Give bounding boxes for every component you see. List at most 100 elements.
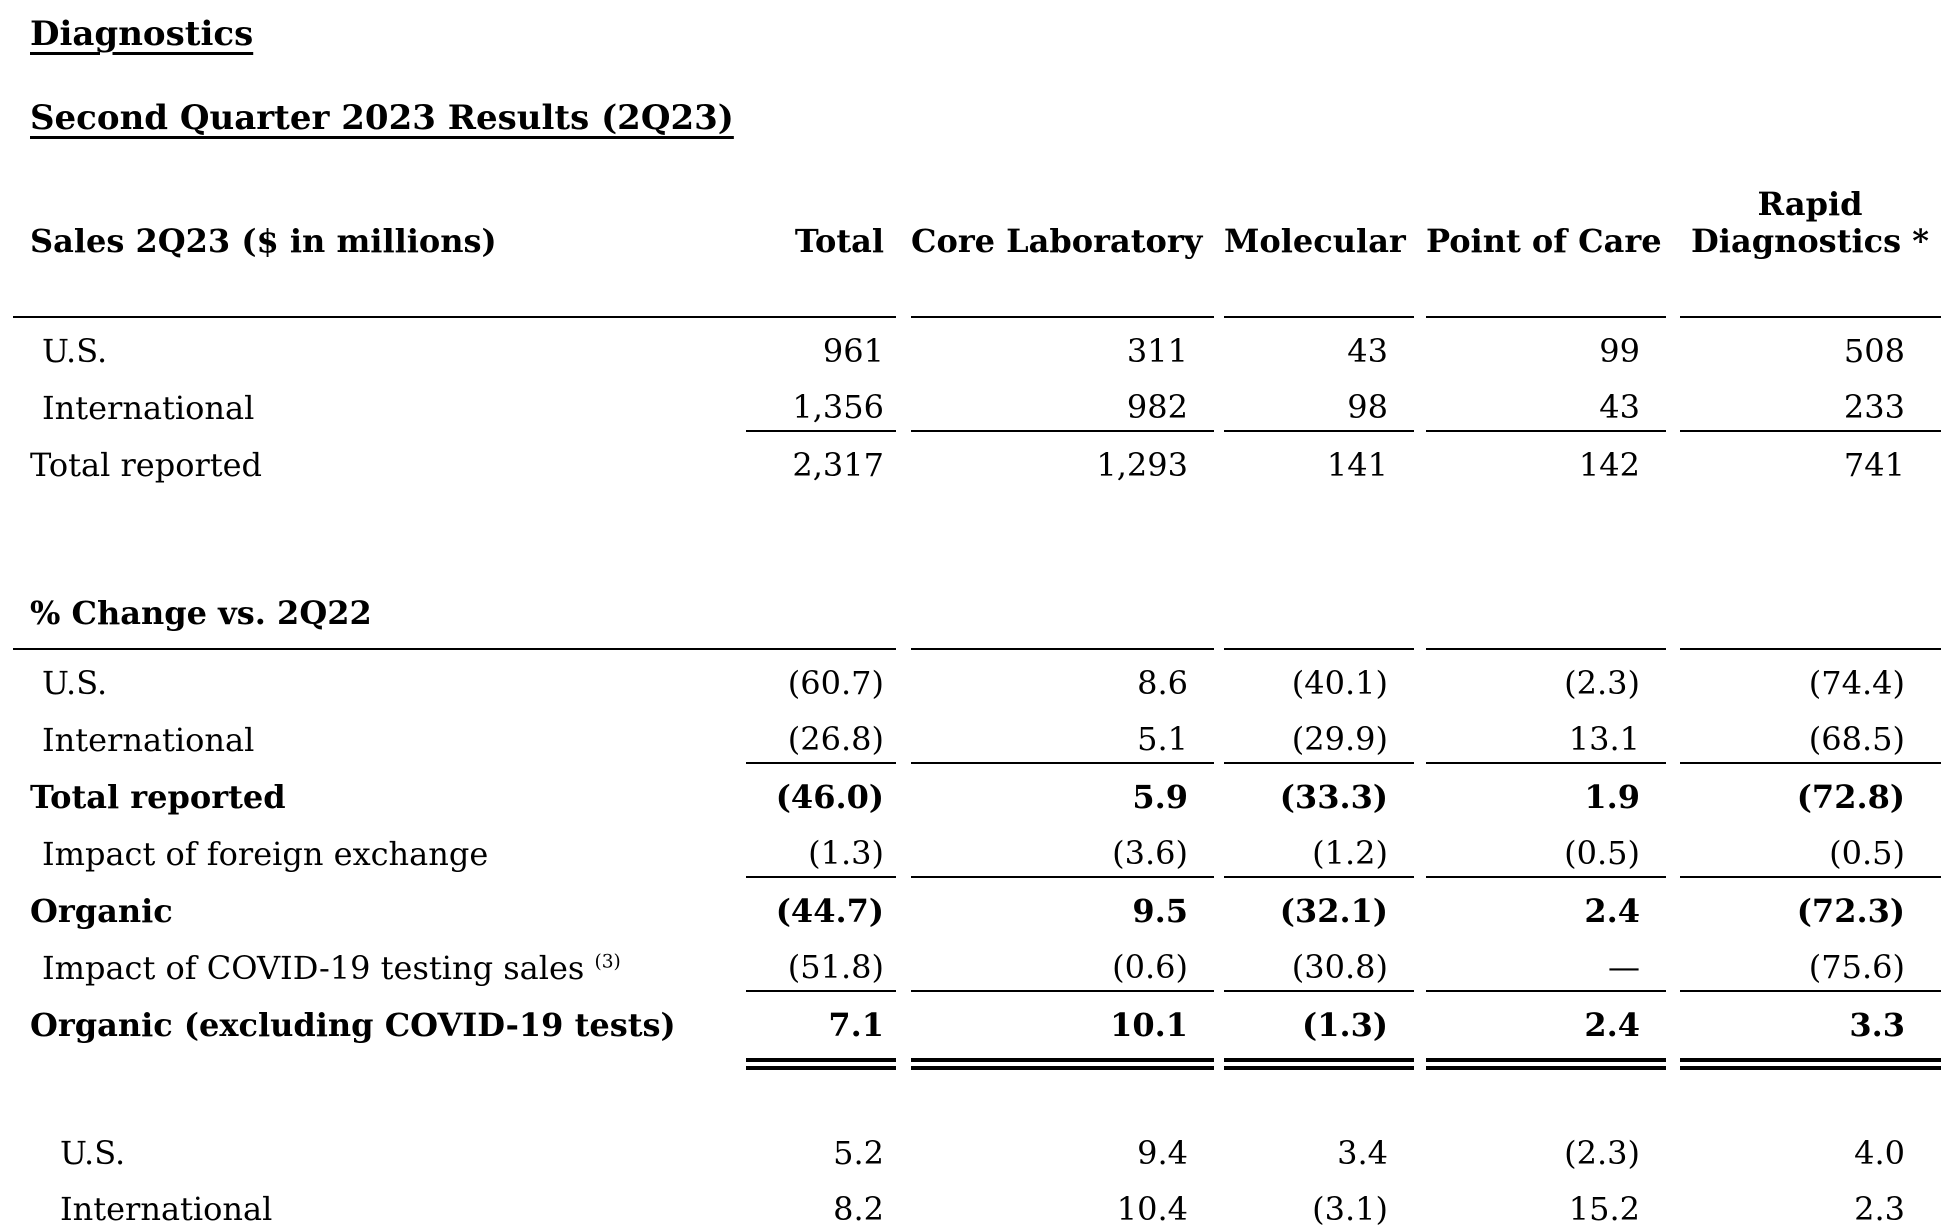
column-header-core-laboratory: Core Laboratory [911,186,1214,318]
column-spacer [1214,186,1224,317]
column-spacer [1214,1048,1224,1064]
row-label: Organic (excluding COVID-19 tests) [30,1005,676,1044]
cell-core-laboratory: 311 [1126,331,1188,370]
double-rule-rapid-diagnostics [1680,1047,1941,1070]
column-spacer [896,1048,911,1064]
row-label: U.S. [42,331,108,370]
section-gap [13,488,1941,588]
cell-total: 8.2 [833,1189,884,1228]
gap-cell [13,1048,746,1064]
cell-molecular: (33.3) [1224,761,1414,820]
row-label: Organic [30,891,173,930]
row-label: Impact of foreign exchange [42,834,489,873]
column-spacer [1214,820,1224,877]
column-spacer [1666,374,1680,431]
cell-total: 5.2 [833,1133,884,1172]
cell-rapid-diagnostics: 233 [1843,387,1905,426]
column-header-total: Total [746,186,896,318]
cell-core-laboratory: 5.9 [911,761,1214,820]
section-heading-change-vs-2q22: % Change vs. 2Q22 [13,587,746,650]
column-spacer [1414,431,1426,488]
column-spacer [1414,934,1426,991]
footnote-marker: (3) [594,951,621,973]
column-spacer [1414,186,1426,317]
change-section-heading-row: % Change vs. 2Q22 [13,587,1941,650]
table-row-geo-us: U.S. 5.2 9.4 3.4 (2.3) 4.0 [13,1120,1941,1176]
table-row-change-covid-impact: Impact of COVID-19 testing sales (3) (51… [13,934,1941,991]
column-spacer [1214,431,1224,488]
row-label: International [60,1189,273,1228]
column-spacer [1414,820,1426,877]
table-row-change-international: International (26.8) 5.1 (29.9) 13.1 (68… [13,706,1941,763]
double-rule-point-of-care [1426,1047,1666,1070]
cell-core-laboratory: 8.6 [1137,663,1188,702]
row-label: International [42,720,255,759]
cell-core-laboratory: 10.4 [1116,1189,1188,1228]
cell-total: (46.0) [746,761,896,820]
column-spacer [1666,877,1680,934]
table-row-change-fx: Impact of foreign exchange (1.3) (3.6) (… [13,820,1941,877]
rapid-diagnostics-header-wrap: Rapid Diagnostics * [1691,186,1929,260]
column-spacer [1214,706,1224,763]
column-header-point-of-care: Point of Care [1426,186,1666,318]
column-spacer [896,374,911,431]
sales-corner-label: Sales 2Q23 ($ in millions) [13,186,746,318]
table-row-sales-total-reported: Total reported 2,317 1,293 141 142 741 [13,429,1941,488]
cell-molecular: 43 [1347,331,1388,370]
cell-molecular: (30.8) [1291,947,1388,986]
column-spacer [1666,588,1680,649]
column-spacer [1214,1176,1224,1232]
cell-point-of-care: 2.4 [1426,875,1666,934]
cell-molecular: 3.4 [1337,1133,1388,1172]
rapid-header-line2: Diagnostics * [1691,221,1929,260]
row-label: U.S. [42,663,108,702]
column-spacer [1414,374,1426,431]
section-subtitle: Second Quarter 2023 Results (2Q23) [30,98,734,138]
cell-molecular: (1.2) [1312,833,1388,872]
row-label: Total reported [30,777,286,816]
column-spacer [896,186,911,317]
row-label: U.S. [60,1133,126,1172]
column-spacer [1666,431,1680,488]
page-title: Diagnostics [30,14,254,54]
column-spacer [1214,991,1224,1048]
cell-point-of-care: (2.3) [1564,1133,1640,1172]
cell-point-of-care: 2.4 [1426,989,1666,1048]
cell-point-of-care: (0.5) [1564,833,1640,872]
cell-rapid-diagnostics: (68.5) [1808,719,1905,758]
table-row-sales-international: International 1,356 982 98 43 233 [13,374,1941,431]
row-label: International [42,388,255,427]
cell-point-of-care: 99 [1599,331,1640,370]
cell-rapid-diagnostics: (0.5) [1829,833,1905,872]
cell-total: (60.7) [787,663,884,702]
table-row-change-organic-ex-covid: Organic (excluding COVID-19 tests) 7.1 1… [13,989,1941,1048]
column-spacer [1214,877,1224,934]
table-row-change-total-reported: Total reported (46.0) 5.9 (33.3) 1.9 (72… [13,761,1941,820]
cell-core-laboratory: 1,293 [911,429,1214,488]
cell-molecular: (3.1) [1312,1189,1388,1228]
column-header-rapid-diagnostics: Rapid Diagnostics * [1680,186,1941,318]
cell-rapid-diagnostics: 3.3 [1680,989,1941,1048]
cell-core-laboratory: (3.6) [1112,833,1188,872]
column-spacer [1414,1176,1426,1232]
cell-core-laboratory: 9.5 [911,875,1214,934]
row-label: Impact of COVID-19 testing sales (3) [13,934,746,991]
column-spacer [1414,317,1426,374]
column-spacer [1414,763,1426,820]
cell-point-of-care: 1.9 [1426,761,1666,820]
row-label: Total reported [30,445,263,484]
heading-rule-core-laboratory [911,587,1214,650]
cell-rapid-diagnostics: 2.3 [1854,1189,1905,1228]
heading-rule-total [746,587,896,650]
double-rule-row [13,1047,1941,1070]
column-spacer [1414,877,1426,934]
cell-total: (1.3) [808,833,884,872]
cell-molecular: (40.1) [1291,663,1388,702]
table-row-geo-international: International 8.2 10.4 (3.1) 15.2 2.3 [13,1176,1941,1232]
cell-total: 2,317 [746,429,896,488]
column-spacer [1666,1176,1680,1232]
column-spacer [1666,820,1680,877]
heading-rule-rapid-diagnostics [1680,587,1941,650]
cell-rapid-diagnostics: (74.4) [1808,663,1905,702]
column-spacer [1666,1120,1680,1176]
